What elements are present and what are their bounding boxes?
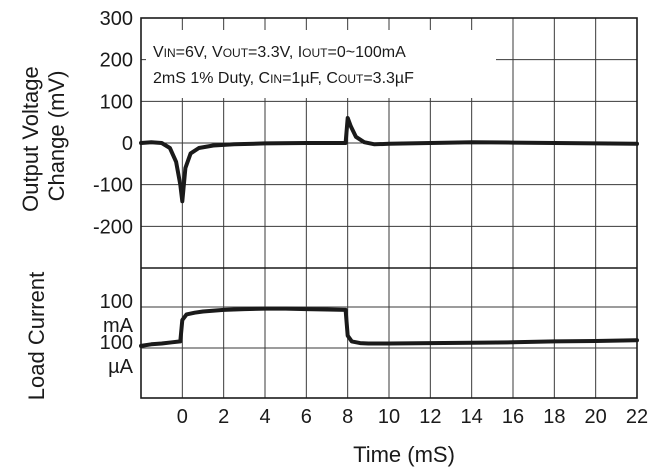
- bottom-y-axis-title: Load Current: [24, 272, 49, 400]
- x-tick-label: 2: [218, 406, 229, 428]
- x-tick-label: 8: [342, 406, 353, 428]
- annotation-box: [146, 30, 496, 98]
- top-y-axis-title: Output Voltage Change (mV): [18, 60, 69, 212]
- y-level-label: 100: [100, 291, 133, 313]
- x-tick-labels: 0 2 4 6 8 10 12 14 16 18 20 22: [177, 406, 648, 428]
- annotation-line-2: 2mS 1% Duty, CIN=1µF, COUT=3.3µF: [153, 70, 414, 87]
- x-tick-label: 6: [301, 406, 312, 428]
- y-level-unit: µA: [108, 356, 134, 378]
- x-tick-label: 0: [177, 406, 188, 428]
- bottom-panel-grid: [141, 268, 637, 398]
- y-level-label: 100: [100, 332, 133, 354]
- x-tick-label: 18: [543, 406, 565, 428]
- y-tick-label: -200: [93, 216, 133, 238]
- y-level-unit: mA: [103, 315, 134, 337]
- y-tick-label: 200: [100, 50, 133, 72]
- x-tick-label: 12: [419, 406, 441, 428]
- output-voltage-trace: [139, 116, 639, 204]
- y-tick-label: 100: [100, 91, 133, 113]
- x-tick-label: 10: [378, 406, 400, 428]
- y-tick-label: -100: [93, 175, 133, 197]
- y-tick-label: 300: [100, 8, 133, 30]
- x-tick-label: 4: [259, 406, 270, 428]
- annotation-line-1: VIN=6V, VOUT=3.3V, IOUT=0~100mA: [153, 44, 406, 61]
- load-current-trace: [139, 306, 639, 348]
- x-tick-label: 22: [626, 406, 648, 428]
- top-y-tick-labels: 300 200 100 0 -100 -200: [93, 8, 133, 238]
- x-tick-label: 14: [461, 406, 483, 428]
- plot-frame: [140, 17, 638, 399]
- y-tick-label: 0: [122, 133, 133, 155]
- x-axis-title: Time (mS): [353, 442, 455, 467]
- x-tick-label: 20: [585, 406, 607, 428]
- x-tick-label: 16: [502, 406, 524, 428]
